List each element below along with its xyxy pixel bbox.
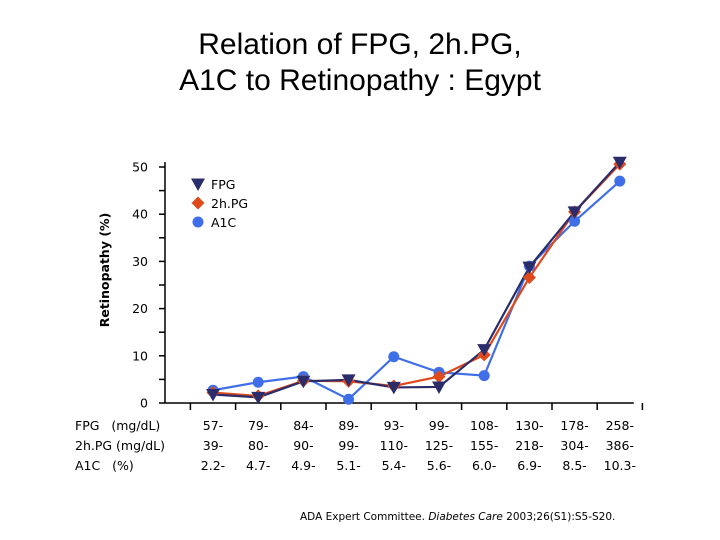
legend-marker-fpg — [191, 178, 205, 191]
y-tick-label: 50 — [132, 160, 148, 175]
data-point-fpg — [341, 374, 356, 387]
x-tick-label: 5.6- — [427, 458, 451, 473]
data-point-a1c — [388, 351, 400, 363]
x-tick-label: 304- — [560, 438, 588, 453]
y-tick-label: 0 — [140, 396, 148, 411]
x-tick-label: 218- — [515, 438, 543, 453]
x-tick-label: 125- — [425, 438, 453, 453]
data-point-a1c — [343, 393, 355, 405]
x-tick-label: 10.3- — [604, 458, 636, 473]
x-tick-label: 84- — [293, 418, 313, 433]
row-label-a1c: A1C (%) — [75, 458, 134, 473]
series-line-a1c — [212, 180, 621, 401]
data-point-fpg — [386, 381, 401, 395]
citation-journal: Diabetes Care — [428, 511, 503, 523]
legend-marker-a1c — [192, 216, 204, 228]
x-tick-label: 110- — [380, 438, 408, 453]
x-tick-label: 93- — [384, 418, 404, 433]
data-point-fpg — [612, 156, 627, 170]
x-tick-label: 90- — [293, 438, 313, 453]
x-tick-label: 4.9- — [291, 458, 315, 473]
y-tick-label: 30 — [132, 254, 148, 269]
legend-label-fpg: FPG — [211, 177, 235, 192]
x-tick-label: 99- — [338, 438, 358, 453]
data-point-2hpg — [432, 370, 446, 384]
x-tick-label: 99- — [429, 418, 449, 433]
x-tick-label: 386- — [606, 438, 634, 453]
y-tick-label: 10 — [132, 348, 148, 363]
x-tick-label: 2.2- — [201, 458, 225, 473]
x-tick-label: 6.0- — [472, 458, 496, 473]
x-tick-label: 258- — [606, 418, 634, 433]
data-point-a1c — [478, 370, 490, 382]
series-line-fpg — [212, 161, 621, 399]
data-point-fpg — [296, 375, 311, 389]
x-tick-label: 6.9- — [517, 458, 541, 473]
x-tick-label: 108- — [470, 418, 498, 433]
data-point-2hpg — [522, 270, 536, 284]
data-point-fpg — [251, 391, 266, 405]
data-point-fpg — [567, 206, 582, 219]
row-label-2hpg: 2h.PG (mg/dL) — [75, 438, 166, 453]
citation-ref: 2003;26(S1):S5-S20. — [506, 511, 616, 523]
data-point-fpg — [522, 261, 537, 275]
chart-title-line-2: A1C to Retinopathy : Egypt — [179, 64, 541, 97]
x-tick-label: 5.4- — [382, 458, 406, 473]
legend-label-a1c: A1C — [211, 215, 237, 230]
data-point-a1c — [252, 376, 264, 388]
data-point-a1c — [614, 175, 626, 187]
legend-marker-2hpg — [191, 196, 205, 210]
x-tick-label: 4.7- — [246, 458, 270, 473]
x-tick-label: 80- — [248, 438, 268, 453]
citation: ADA Expert Committee. Diabetes Care 2003… — [300, 511, 720, 523]
data-point-fpg — [432, 381, 446, 394]
x-tick-label: 5.1- — [336, 458, 360, 473]
y-tick-label: 40 — [132, 207, 148, 222]
data-point-a1c — [569, 215, 581, 227]
chart-title-line-1: Relation of FPG, 2h.PG, — [198, 28, 522, 61]
x-tick-label: 155- — [470, 438, 498, 453]
y-axis-label: Retinopathy (%) — [97, 213, 112, 328]
row-label-fpg: FPG (mg/dL) — [75, 418, 161, 433]
x-tick-label: 130- — [515, 418, 543, 433]
x-tick-label: 39- — [203, 438, 223, 453]
data-point-fpg — [206, 389, 220, 402]
x-tick-label: 8.5- — [562, 458, 586, 473]
x-tick-label: 89- — [338, 418, 358, 433]
series-line-2hpg — [212, 163, 621, 398]
x-tick-label: 57- — [203, 418, 223, 433]
citation-authors: ADA Expert Committee. — [300, 511, 425, 523]
legend-label-2hpg: 2h.PG — [211, 196, 248, 211]
x-tick-label: 178- — [560, 418, 588, 433]
y-tick-label: 20 — [132, 301, 148, 316]
data-point-fpg — [477, 344, 492, 357]
x-tick-label: 79- — [248, 418, 268, 433]
